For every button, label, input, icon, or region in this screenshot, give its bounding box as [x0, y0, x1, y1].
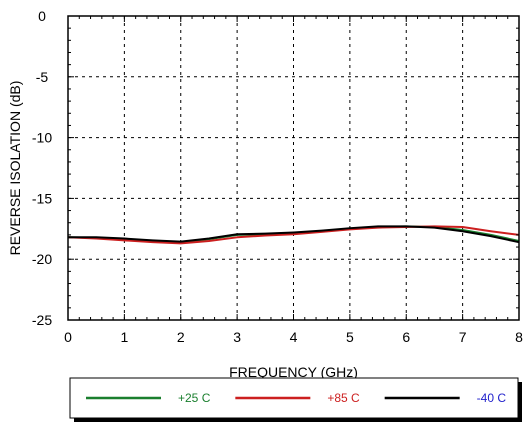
y-tick-label: -5	[36, 69, 49, 85]
x-tick-label: 6	[402, 329, 410, 345]
legend-label-1: +85 C	[327, 391, 360, 405]
x-tick-label: 8	[515, 329, 523, 345]
x-tick-label: 4	[290, 329, 298, 345]
grid	[68, 16, 519, 320]
x-tick-label: 5	[346, 329, 354, 345]
y-tick-label: -25	[32, 312, 52, 328]
y-axis-label: REVERSE ISOLATION (dB)	[7, 81, 23, 256]
legend-label-0: +25 C	[178, 391, 211, 405]
legend-shadow-right	[518, 382, 522, 422]
y-tick-labels: 0 -5 -10 -15 -20 -25	[32, 8, 52, 328]
x-axis-label: FREQUENCY (GHz)	[229, 364, 358, 380]
plot-frame	[67, 15, 520, 321]
x-tick-label: 3	[233, 329, 241, 345]
x-tick-label: 0	[64, 329, 72, 345]
series-lines	[67, 225, 520, 245]
legend-items: +25 C +85 C -40 C	[86, 391, 506, 405]
x-tick-labels: 0 1 2 3 4 5 6 7 8	[64, 329, 523, 345]
legend-label-2: -40 C	[477, 391, 507, 405]
series-line-2	[68, 225, 520, 244]
y-tick-label: -10	[32, 130, 52, 146]
x-tick-label: 1	[120, 329, 128, 345]
tick-marks	[67, 15, 520, 321]
y-tick-label: -15	[32, 190, 52, 206]
x-tick-label: 7	[459, 329, 467, 345]
legend-shadow-bottom	[74, 418, 522, 422]
y-tick-label: 0	[38, 8, 46, 24]
y-tick-label: -20	[32, 251, 52, 267]
x-tick-label: 2	[177, 329, 185, 345]
legend: +25 C +85 C -40 C	[69, 377, 522, 422]
series-line-1	[67, 225, 520, 245]
